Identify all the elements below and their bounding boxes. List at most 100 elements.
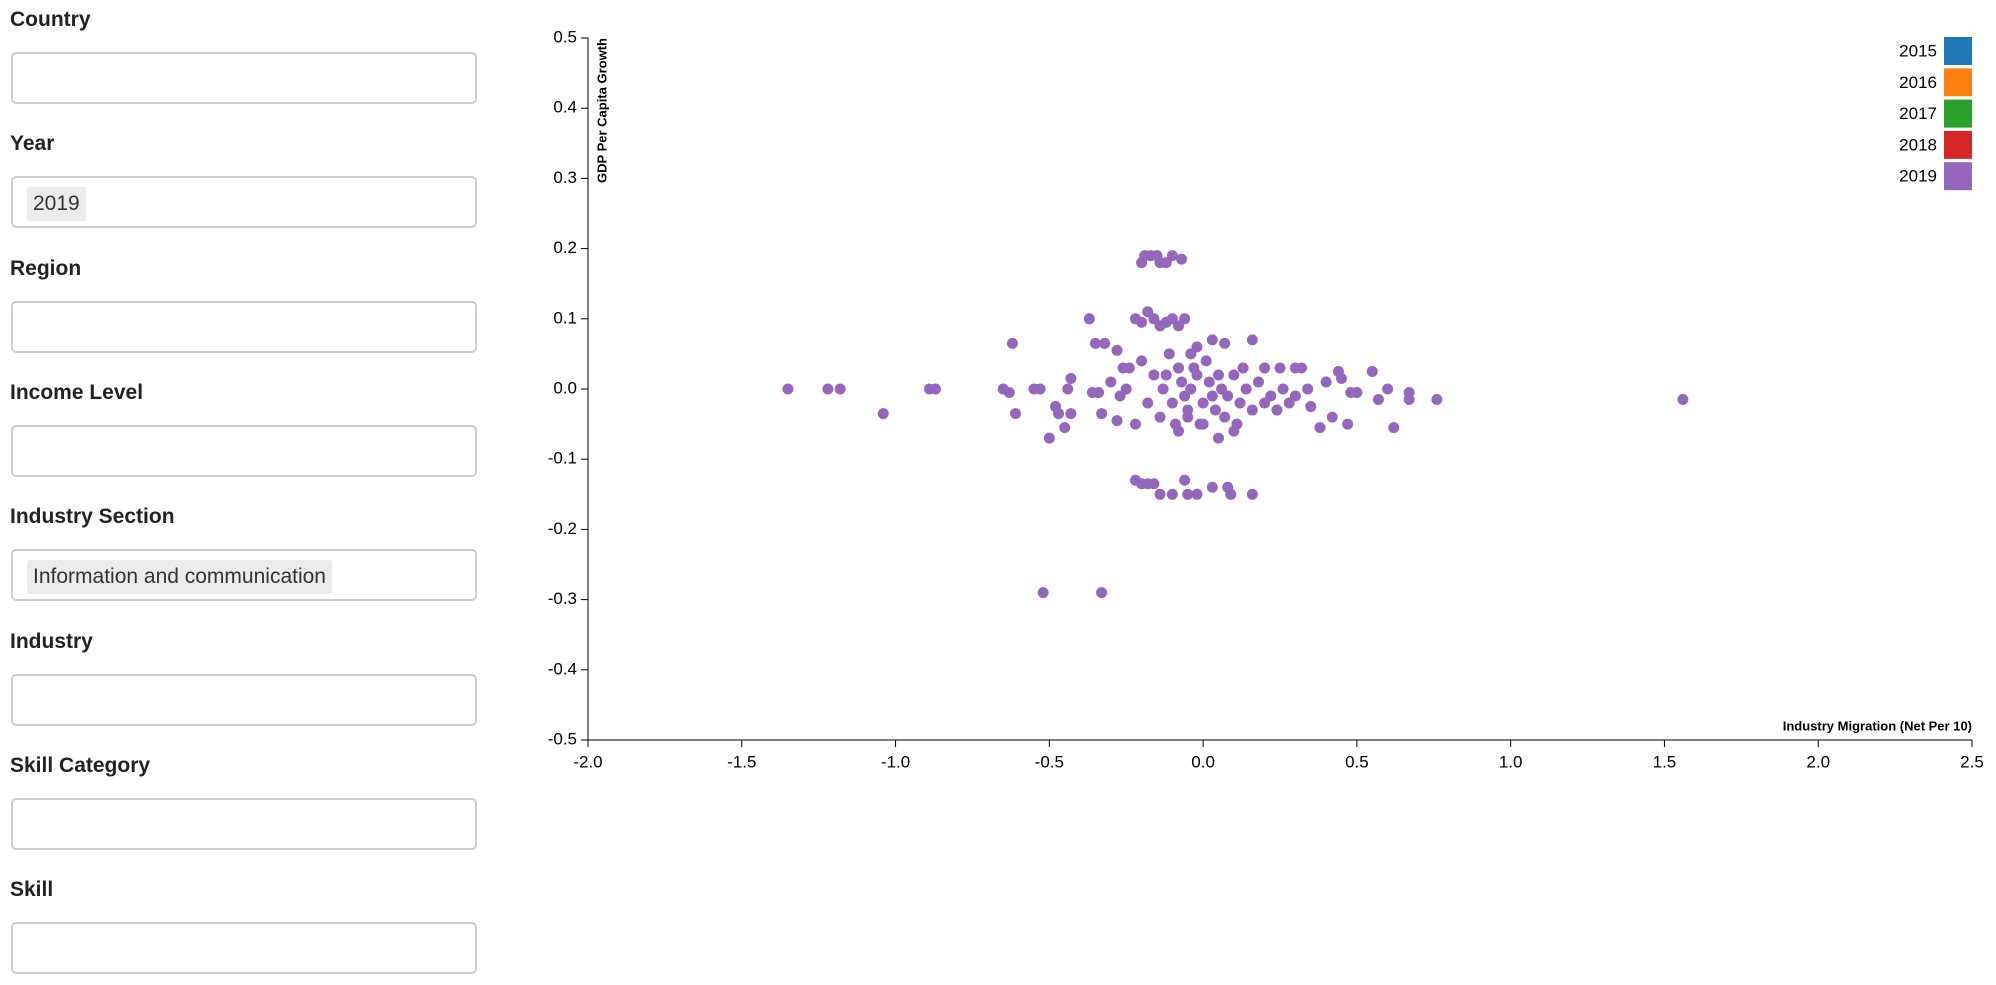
filter-input[interactable] — [11, 673, 477, 726]
point — [1123, 362, 1135, 374]
point — [1003, 387, 1015, 399]
filter-group: Region — [10, 256, 477, 353]
filter-input[interactable] — [11, 424, 477, 477]
filter-group: Year 2019 — [10, 132, 477, 229]
legend-swatch — [1944, 37, 1972, 65]
point — [1237, 362, 1249, 374]
point — [1200, 355, 1212, 367]
point — [1099, 337, 1111, 349]
point — [1065, 372, 1077, 384]
point — [1206, 334, 1218, 346]
point — [1096, 408, 1108, 420]
point — [1206, 390, 1218, 402]
point — [782, 383, 794, 395]
filter-input[interactable] — [11, 797, 477, 850]
legend-swatch — [1944, 162, 1972, 191]
point — [1342, 418, 1354, 430]
legend-swatch — [1944, 130, 1972, 159]
point — [1185, 383, 1197, 395]
point — [1259, 397, 1271, 409]
selected-value[interactable]: 2019 — [27, 187, 86, 222]
y-tick-label: 0.4 — [553, 98, 577, 117]
x-tick-label: 2.0 — [1806, 752, 1830, 771]
point — [1114, 390, 1126, 402]
point — [1166, 488, 1178, 500]
point — [1203, 376, 1215, 388]
legend-label: 2017 — [1899, 104, 1937, 123]
x-tick-label: -1.0 — [881, 752, 910, 771]
point — [1096, 587, 1108, 599]
filter-label: Skill Category — [10, 753, 151, 777]
y-tick-label: 0.2 — [553, 238, 577, 257]
point — [1154, 488, 1166, 500]
point — [1111, 415, 1123, 427]
filter-input[interactable] — [11, 922, 477, 975]
point — [1160, 369, 1172, 381]
filter-input[interactable] — [11, 300, 477, 353]
selected-value[interactable]: Information and communication — [27, 560, 332, 595]
filter-label: Industry Section — [10, 505, 175, 529]
legend-label: 2019 — [1899, 167, 1937, 186]
point — [1142, 397, 1154, 409]
point — [1182, 404, 1194, 416]
point — [1246, 404, 1258, 416]
point — [1314, 422, 1326, 434]
point — [1388, 422, 1400, 434]
point — [930, 383, 942, 395]
point — [1366, 365, 1378, 377]
y-tick-label: 0.0 — [553, 378, 577, 397]
point — [1148, 478, 1160, 490]
point — [1185, 348, 1197, 360]
filter-input[interactable]: 2019 — [11, 176, 477, 229]
y-tick-label: 0.3 — [553, 168, 577, 187]
point — [1336, 372, 1348, 384]
legend-label: 2015 — [1899, 41, 1937, 60]
filter-input[interactable]: Information and communication — [11, 549, 477, 602]
point — [1372, 394, 1384, 406]
point — [1034, 383, 1046, 395]
point — [1296, 362, 1308, 374]
point — [1105, 376, 1117, 388]
point — [1010, 408, 1022, 420]
point — [1302, 383, 1314, 395]
point — [1219, 411, 1231, 423]
point — [1209, 404, 1221, 416]
point — [822, 383, 834, 395]
point — [1225, 488, 1237, 500]
point — [1179, 313, 1191, 325]
x-tick-label: -0.5 — [1035, 752, 1064, 771]
point — [1259, 362, 1271, 374]
point — [1431, 394, 1443, 406]
filter-label: Income Level — [10, 380, 144, 404]
x-tick-label: 1.0 — [1499, 752, 1523, 771]
filter-label: Country — [10, 8, 91, 31]
point — [1083, 313, 1095, 325]
filter-group: Skill — [10, 878, 477, 975]
point — [1351, 387, 1363, 399]
point — [1062, 383, 1074, 395]
point — [1136, 316, 1148, 328]
point — [1157, 383, 1169, 395]
point — [1246, 488, 1258, 500]
filter-label: Region — [10, 256, 82, 280]
x-tick-label: 0.5 — [1345, 752, 1369, 771]
point — [1274, 362, 1286, 374]
filter-input[interactable] — [11, 52, 477, 104]
point — [1136, 355, 1148, 367]
point — [1154, 411, 1166, 423]
y-tick-label: 0.1 — [553, 308, 577, 327]
x-tick-label: 2.5 — [1960, 752, 1984, 771]
x-axis-title: Industry Migration (Net Per 10) — [1783, 718, 1972, 733]
point — [1191, 488, 1203, 500]
y-tick-label: -0.1 — [548, 449, 577, 468]
point — [1163, 348, 1175, 360]
point — [1206, 481, 1218, 493]
legend-label: 2016 — [1899, 73, 1937, 92]
legend-swatch — [1944, 68, 1972, 97]
point — [1289, 390, 1301, 402]
filter-group: Country — [10, 8, 477, 104]
point — [1043, 432, 1055, 444]
point — [1219, 337, 1231, 349]
